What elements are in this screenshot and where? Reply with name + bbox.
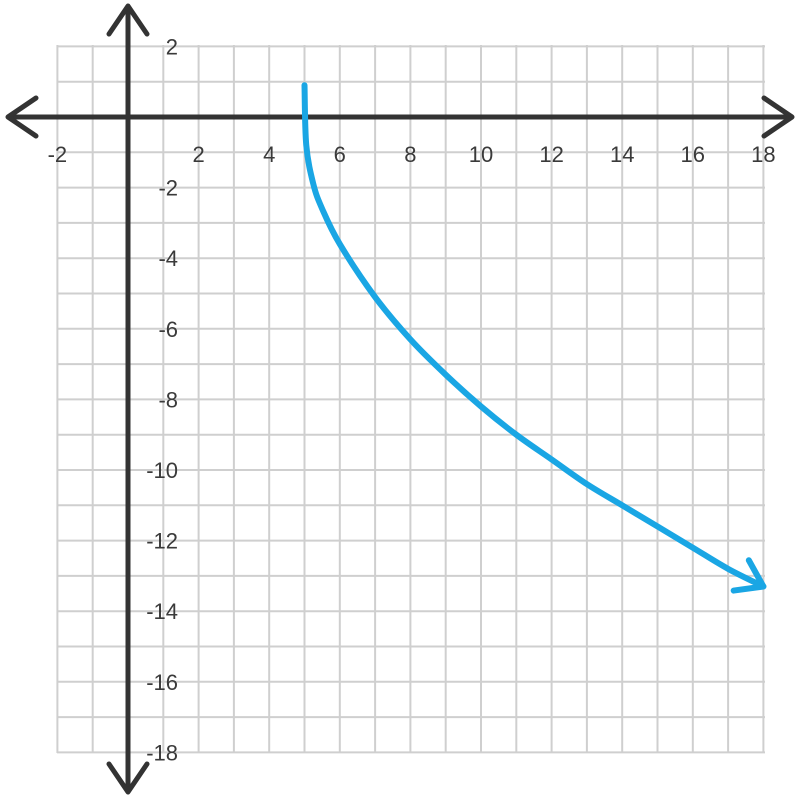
x-tick-label: 2: [192, 142, 204, 167]
x-tick-label: 18: [751, 142, 775, 167]
x-tick-label: 16: [681, 142, 705, 167]
series-end-arrow: [730, 557, 767, 594]
y-tick-label: -2: [158, 176, 178, 201]
y-tick-label: -4: [158, 246, 178, 271]
grid: [56, 45, 765, 754]
tick-labels: -2 2 4 6 8 10 12 14 16 18 2 -2 -4 -6 -8 -10 -12 -14 -16 -18: [48, 34, 776, 765]
x-tick-label: -2: [48, 142, 68, 167]
x-tick-label: 12: [539, 142, 563, 167]
x-tick-label: 8: [404, 142, 416, 167]
axes: [5, 3, 795, 795]
series-layer: [301, 82, 767, 594]
x-tick-label: 14: [610, 142, 634, 167]
x-tick-label: 4: [263, 142, 275, 167]
y-axis-arrow-down: [106, 761, 150, 795]
y-tick-label: -16: [146, 670, 178, 695]
y-tick-label: -12: [146, 529, 178, 554]
y-tick-label: -14: [146, 599, 178, 624]
series-curve: [301, 82, 767, 590]
y-tick-label: -8: [158, 387, 178, 412]
x-axis-arrow-right: [761, 95, 795, 139]
y-tick-label: -18: [146, 740, 178, 765]
y-axis-arrow-up: [106, 3, 150, 37]
x-tick-label: 10: [469, 142, 493, 167]
x-axis-arrow-left: [5, 95, 39, 139]
y-tick-label: 2: [166, 34, 178, 59]
x-tick-label: 6: [334, 142, 346, 167]
y-tick-label: -10: [146, 458, 178, 483]
y-tick-label: -6: [158, 317, 178, 342]
